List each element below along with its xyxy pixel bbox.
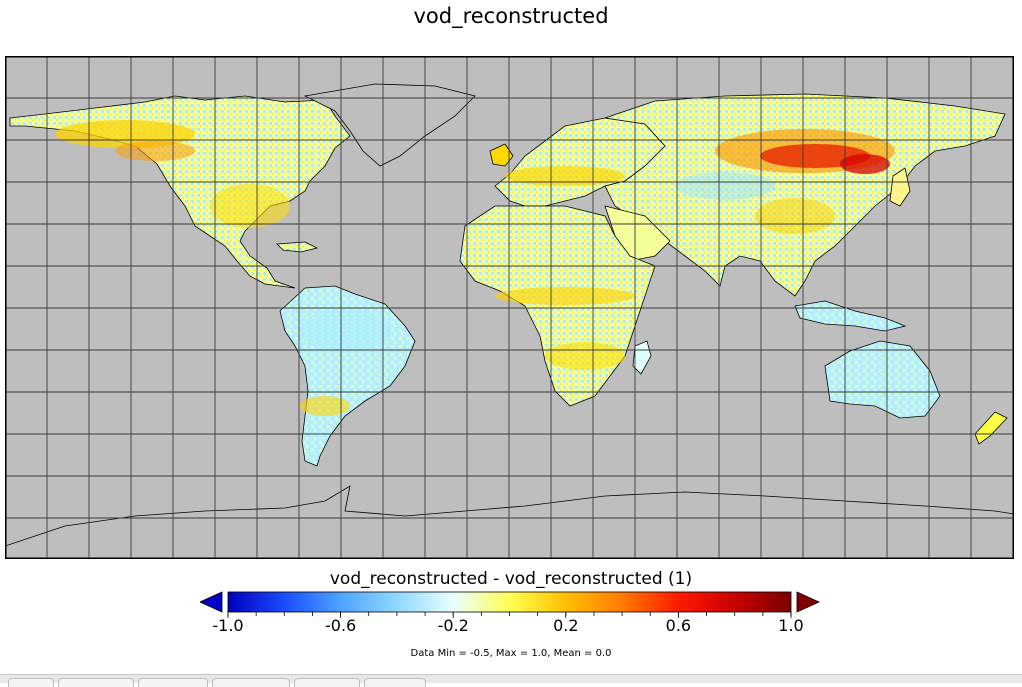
colorbar-tick-label: 1.0 [778, 616, 804, 635]
hotspot-southern-africa [545, 342, 625, 370]
world-map [5, 56, 1014, 559]
colorbar-over-arrow [796, 591, 820, 613]
tab-5[interactable] [294, 678, 360, 687]
tab-2[interactable] [58, 678, 134, 687]
caribbean-islands [276, 241, 319, 253]
asia-landmass [604, 93, 1006, 297]
australia-landmass [824, 340, 941, 419]
colorbar [200, 591, 820, 618]
hotspot-europe [505, 166, 625, 186]
graticule [5, 56, 1014, 559]
hotspot-canada [55, 120, 195, 148]
hotspot-east-us [210, 184, 290, 228]
hotspot-argentina [300, 396, 350, 416]
cool-zone-central-asia [675, 172, 775, 200]
colorbar-title: vod_reconstructed - vod_reconstructed (1… [329, 569, 693, 589]
data-statistics: Data Min = -0.5, Max = 1.0, Mean = 0.0 [410, 648, 612, 659]
cool-zone-amazon [300, 309, 390, 353]
hotspot-sahel [495, 287, 635, 305]
tab-1[interactable] [8, 678, 54, 687]
colorbar-tick-label: -1.0 [212, 616, 244, 635]
hotspot-mongolia [840, 154, 890, 174]
madagascar [632, 340, 652, 375]
tab-6[interactable] [364, 678, 426, 687]
colorbar-tick-label: 0.2 [553, 616, 579, 635]
hotspot-china [755, 198, 835, 234]
indonesia-islands [794, 300, 907, 332]
colorbar-tick-label: -0.2 [437, 616, 469, 635]
colorbar-tick-label: 0.6 [665, 616, 692, 635]
japan-islands [889, 167, 911, 207]
new-zealand [974, 411, 1008, 445]
colorbar-tick-marks [227, 612, 792, 618]
colorbar-ramp [227, 591, 792, 613]
tab-3[interactable] [138, 678, 208, 687]
colorbar-tick-label: -0.6 [324, 616, 357, 635]
plot-title: vod_reconstructed [413, 4, 609, 28]
map-frame [5, 56, 1014, 559]
hotspot-canada-core [115, 141, 195, 161]
tab-4[interactable] [212, 678, 290, 687]
colorbar-under-arrow [200, 591, 223, 613]
